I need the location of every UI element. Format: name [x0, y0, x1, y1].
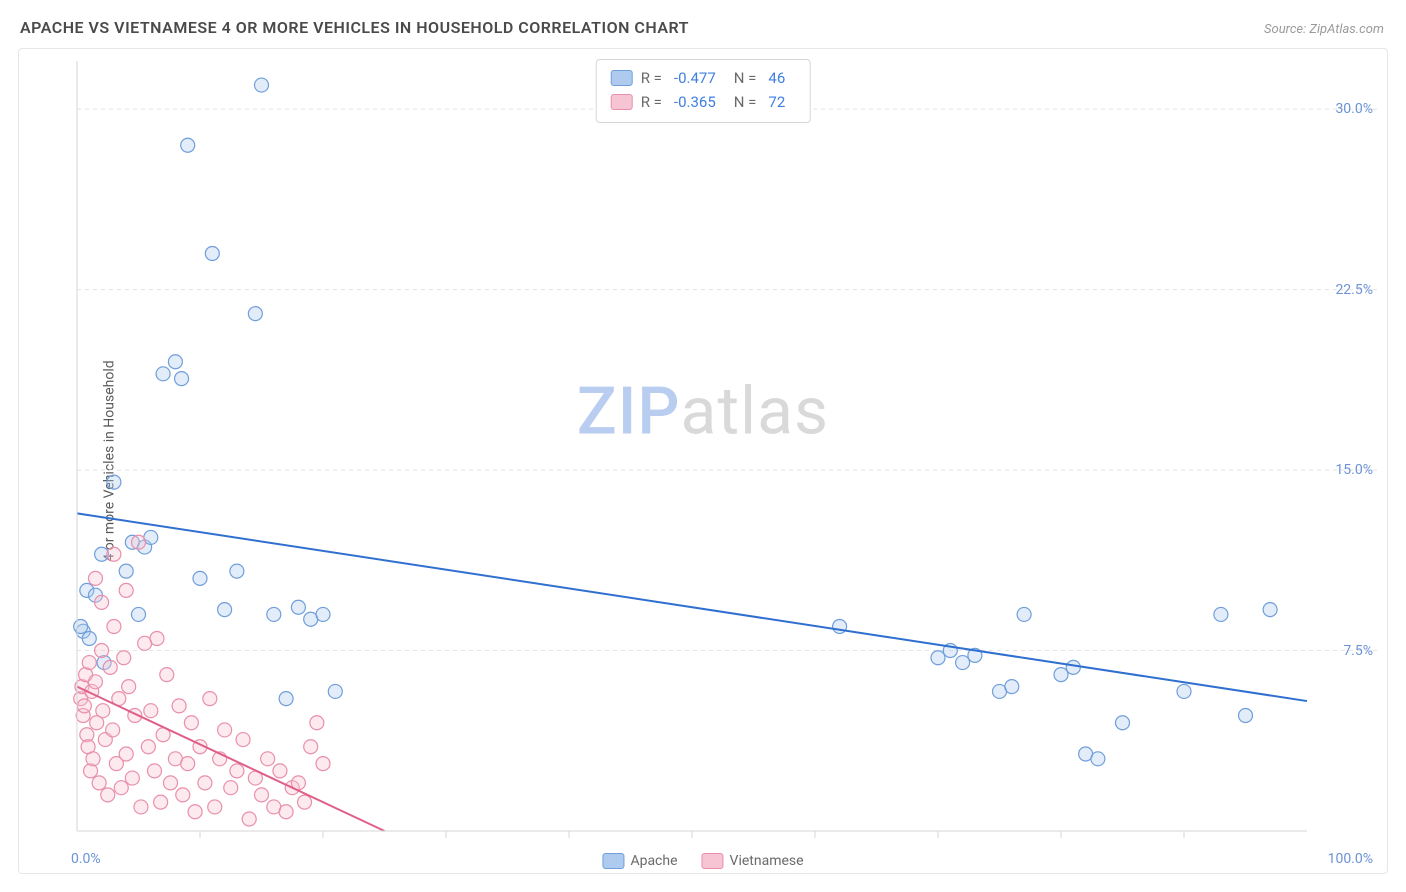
x-axis-min-label: 0.0%	[71, 851, 101, 867]
legend-row-apache: R = -0.477 N = 46	[611, 66, 796, 90]
legend-item-apache: Apache	[602, 853, 677, 869]
chart-title: APACHE VS VIETNAMESE 4 OR MORE VEHICLES …	[20, 18, 689, 37]
vietnamese-swatch-icon	[611, 94, 633, 110]
source-attribution: Source: ZipAtlas.com	[1264, 22, 1384, 37]
vietnamese-r-value: -0.365	[674, 90, 716, 114]
vietnamese-swatch-icon	[702, 853, 724, 869]
y-tick-label: 30.0%	[1335, 101, 1373, 117]
stat-label: R =	[641, 66, 662, 90]
apache-r-value: -0.477	[674, 66, 716, 90]
legend-label: Apache	[630, 853, 677, 869]
stat-label: N =	[734, 66, 757, 90]
y-tick-label: 15.0%	[1335, 462, 1373, 478]
chart-container: 4 or more Vehicles in Household ZIPatlas…	[18, 48, 1388, 874]
apache-swatch-icon	[611, 70, 633, 86]
legend-item-vietnamese: Vietnamese	[702, 853, 804, 869]
vietnamese-n-value: 72	[768, 90, 785, 114]
legend-row-vietnamese: R = -0.365 N = 72	[611, 90, 796, 114]
y-tick-label: 22.5%	[1335, 282, 1373, 298]
stat-label: N =	[734, 90, 757, 114]
series-legend: Apache Vietnamese	[602, 853, 803, 869]
correlation-legend: R = -0.477 N = 46 R = -0.365 N = 72	[596, 59, 811, 123]
y-tick-label: 7.5%	[1343, 643, 1373, 659]
stat-label: R =	[641, 90, 662, 114]
legend-label: Vietnamese	[730, 853, 804, 869]
apache-swatch-icon	[602, 853, 624, 869]
x-axis-max-label: 100.0%	[1328, 851, 1373, 867]
apache-n-value: 46	[768, 66, 785, 90]
scatter-plot	[19, 49, 1387, 873]
